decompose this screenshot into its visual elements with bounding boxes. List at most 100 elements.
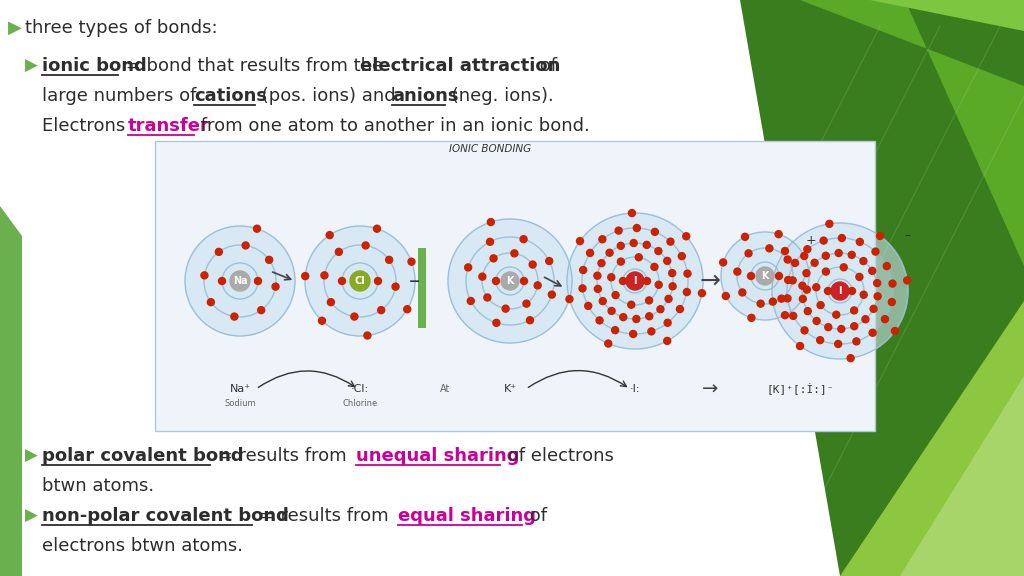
Circle shape	[849, 287, 855, 294]
Circle shape	[351, 313, 357, 320]
Circle shape	[721, 232, 809, 320]
Circle shape	[511, 250, 518, 257]
Circle shape	[824, 324, 831, 331]
Text: ·Cl:: ·Cl:	[351, 384, 369, 394]
Circle shape	[665, 319, 671, 326]
Circle shape	[580, 267, 587, 274]
Circle shape	[612, 291, 620, 298]
Circle shape	[529, 261, 537, 268]
Circle shape	[408, 258, 415, 265]
Circle shape	[678, 253, 685, 260]
Circle shape	[566, 295, 573, 302]
Circle shape	[201, 272, 208, 279]
Polygon shape	[870, 0, 1024, 31]
Circle shape	[822, 252, 829, 259]
Circle shape	[318, 317, 326, 324]
Circle shape	[339, 278, 345, 285]
Circle shape	[598, 260, 605, 267]
Text: –: –	[410, 271, 421, 291]
Text: transfer: transfer	[128, 117, 210, 135]
Circle shape	[466, 237, 554, 325]
Circle shape	[722, 293, 729, 300]
Circle shape	[582, 228, 688, 334]
Circle shape	[874, 293, 881, 300]
Polygon shape	[740, 0, 1024, 576]
Circle shape	[302, 272, 308, 279]
Circle shape	[826, 221, 833, 228]
Text: →: →	[701, 380, 718, 399]
Circle shape	[903, 277, 910, 284]
Text: unequal sharing: unequal sharing	[356, 447, 519, 465]
FancyBboxPatch shape	[155, 141, 874, 431]
Circle shape	[873, 279, 881, 287]
Circle shape	[739, 289, 745, 296]
Circle shape	[813, 284, 820, 291]
Circle shape	[889, 298, 895, 305]
Circle shape	[872, 248, 879, 255]
Text: Cl: Cl	[354, 276, 366, 286]
Circle shape	[599, 298, 606, 305]
Circle shape	[669, 283, 676, 290]
Circle shape	[824, 287, 831, 294]
Text: = results from: = results from	[254, 507, 394, 525]
Circle shape	[781, 312, 788, 319]
Circle shape	[797, 343, 804, 350]
Circle shape	[804, 308, 811, 314]
Circle shape	[364, 332, 371, 339]
Circle shape	[853, 338, 860, 345]
Circle shape	[822, 268, 829, 275]
Circle shape	[860, 257, 867, 264]
Circle shape	[599, 236, 606, 242]
Circle shape	[778, 295, 785, 302]
Circle shape	[501, 272, 519, 290]
Text: +: +	[806, 233, 816, 247]
Circle shape	[587, 249, 594, 256]
Text: cations: cations	[194, 87, 267, 105]
Circle shape	[721, 232, 809, 320]
Circle shape	[626, 272, 644, 290]
Circle shape	[677, 306, 683, 313]
Circle shape	[655, 281, 663, 288]
Circle shape	[617, 258, 625, 265]
Circle shape	[567, 213, 703, 349]
Circle shape	[665, 295, 672, 302]
Circle shape	[655, 248, 662, 255]
Circle shape	[374, 225, 381, 232]
Circle shape	[737, 248, 793, 304]
Circle shape	[817, 302, 824, 309]
Text: electrons btwn atoms.: electrons btwn atoms.	[42, 537, 243, 555]
Circle shape	[756, 267, 774, 285]
Circle shape	[799, 282, 806, 289]
Circle shape	[615, 227, 623, 234]
Circle shape	[633, 316, 640, 323]
Circle shape	[882, 316, 889, 323]
Circle shape	[848, 251, 855, 259]
Text: Na: Na	[232, 276, 248, 286]
Text: Sodium: Sodium	[224, 399, 256, 407]
Circle shape	[467, 297, 474, 305]
Circle shape	[208, 299, 214, 306]
Circle shape	[790, 312, 797, 319]
Polygon shape	[800, 0, 1024, 266]
Circle shape	[617, 242, 625, 249]
Circle shape	[230, 271, 250, 291]
Circle shape	[847, 355, 854, 362]
Circle shape	[487, 218, 495, 226]
Circle shape	[215, 248, 222, 255]
Circle shape	[335, 248, 342, 255]
Circle shape	[482, 253, 538, 309]
Circle shape	[496, 267, 524, 295]
Text: K: K	[506, 276, 514, 286]
Circle shape	[350, 271, 370, 291]
Circle shape	[775, 230, 782, 238]
Circle shape	[486, 238, 494, 245]
Circle shape	[218, 278, 225, 285]
Circle shape	[772, 223, 908, 359]
Circle shape	[535, 282, 541, 289]
Circle shape	[838, 325, 845, 332]
Text: Electrons: Electrons	[42, 117, 131, 135]
Circle shape	[328, 299, 335, 306]
Circle shape	[775, 272, 782, 279]
Circle shape	[860, 291, 867, 298]
Circle shape	[629, 210, 636, 217]
